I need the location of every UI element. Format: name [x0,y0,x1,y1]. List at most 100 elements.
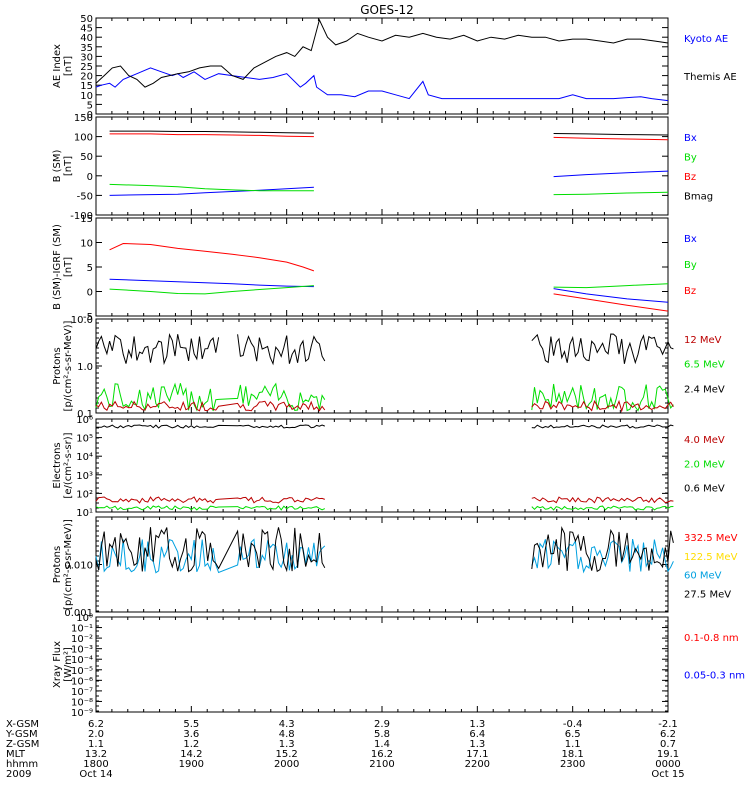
y-tick-label: 0 [87,172,93,183]
ephemeris-value: 1.3 [469,739,485,750]
y-axis-label: Xray Flux[W/m²] [52,641,74,688]
y-axis-label-line: [nT] [63,257,74,277]
legend-entry: Bz [684,286,696,297]
y-tick-label: 10⁶ [76,415,93,426]
series-line [553,191,669,196]
legend-entry: Bmag [684,192,713,203]
ephemeris-value: 0000 [655,759,680,770]
ephemeris-value: 1900 [179,759,204,770]
ephemeris-row-label: Z-GSM [6,739,39,750]
y-tick-label: 0 [87,110,93,121]
y-tick-label: 5 [87,100,93,111]
legend-entry: 27.5 MeV [684,589,731,600]
series-line [531,526,674,573]
series-line [95,400,326,412]
series-line [531,333,674,365]
legend-entry: Bz [684,172,696,183]
panel-bdiff: -5 0 5 10 15 B (SM)-IGRF (SM)[nT] Bx By Bz [52,214,697,323]
ephemeris-value: 13.2 [85,749,107,760]
y-tick-label: 30 [80,52,93,63]
y-tick-label: 50 [80,152,93,163]
y-tick-label: 10.0 [71,315,93,326]
ephemeris-value: 19.1 [657,749,679,760]
y-axis-label-line: [nT] [63,56,74,76]
ephemeris-row-label: MLT [6,749,26,760]
y-tick-label: 10⁵ [76,434,93,445]
ephemeris-value: 16.2 [371,749,393,760]
y-tick-label: 35 [80,43,93,54]
ephemeris-value: 2000 [274,759,299,770]
y-tick-label: 10⁻⁹ [71,708,93,719]
ephemeris-value: 6.5 [565,729,581,740]
y-tick-label: 100 [74,133,93,144]
legend-entry: 122.5 MeV [684,552,738,563]
ephemeris-value: 2.0 [88,729,104,740]
series-line [95,538,326,574]
y-tick-label: 20 [80,72,93,83]
legend-entry: 332.5 MeV [684,533,738,544]
legend-entry: Bx [684,133,697,144]
y-axis-label: Protons[p/(cm²-s-sr-MeV)] [52,519,74,610]
series-line [553,283,669,289]
y-tick-label: 10³ [76,471,93,482]
series-line [109,130,314,134]
ephemeris-row-label: X-GSM [6,719,39,730]
y-tick-label: 10⁻⁴ [71,655,93,666]
y-axis-label-line: [W/m²] [63,647,74,682]
y-axis-label-line: [p/(cm²-s-sr-MeV)] [63,320,74,411]
legend-entry: 0.05-0.3 nm [684,671,745,682]
y-axis-label: Protons[p/(cm²-s-sr-MeV)] [52,320,74,411]
series-line [95,382,326,412]
series-line [109,242,315,272]
ephemeris-value: 14.2 [180,749,202,760]
ephemeris-value: 6.4 [469,729,485,740]
y-tick-label: 0.1 [77,409,93,420]
ephemeris-value: 1.1 [565,739,581,750]
y-tick-label: 10 [80,91,93,102]
ephemeris-value: 1800 [83,759,108,770]
y-tick-label: 5 [87,263,93,274]
ephemeris-value: 6.2 [88,719,104,730]
y-axis-label-line: Electrons [52,442,63,488]
series-line [95,18,669,88]
panel-electrons: 10¹10²10³10⁴10⁵10⁶Electrons[e/(cm²-s-sr)… [52,415,725,519]
series-line [95,67,669,102]
series-line [95,527,326,573]
ephemeris-value: 4.3 [279,719,295,730]
legend-entry: By [684,260,697,271]
y-tick-label: 10⁻⁸ [71,697,93,708]
ephemeris-value: 2300 [560,759,585,770]
series-line [95,332,220,366]
y-tick-label: 10⁻³ [71,645,93,656]
legend-entry: 12 MeV [684,335,722,346]
legend-entry: Bx [684,234,697,245]
y-tick-label: 50 [80,14,93,25]
ephemeris-value: -2.1 [658,719,678,730]
y-tick-label: 10⁻⁷ [71,687,93,698]
panel-frame [95,418,669,513]
y-axis-label-line: [nT] [63,156,74,176]
series-line [531,399,674,413]
y-axis-label: B (SM)[nT] [52,149,74,182]
panel-frame [95,616,669,713]
ephemeris-value: 4.8 [279,729,295,740]
y-axis-label: Electrons[e/(cm²-s-sr)] [52,432,74,498]
ephemeris-row-label: Y-GSM [5,729,38,740]
ephemeris-value: 1.2 [183,739,199,750]
legend-entry: 2.0 MeV [684,459,725,470]
series-line [531,538,674,574]
y-axis-label: B (SM)-IGRF (SM)[nT] [52,224,74,310]
y-tick-label: 10⁻¹ [71,624,93,635]
y-tick-label: 10⁴ [76,452,93,463]
y-tick-label: 1.0 [77,362,93,373]
y-axis-label-line: B (SM) [52,149,63,182]
panel-frame [95,217,669,317]
series-line [95,505,326,511]
series-line [95,496,325,504]
x-axis-ephemeris: X-GSMY-GSMZ-GSMMLThhmm20096.22.01.113.21… [5,719,685,780]
